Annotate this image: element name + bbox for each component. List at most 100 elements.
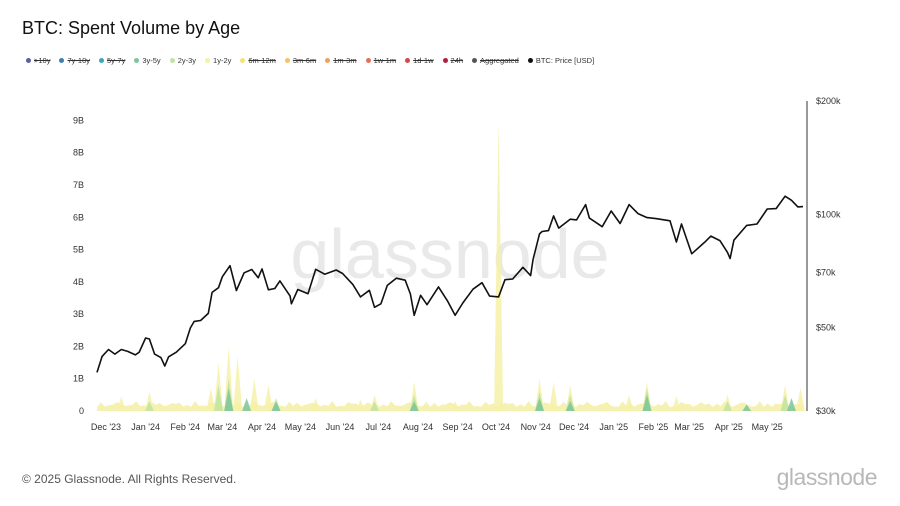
- legend-dot-icon: [134, 58, 140, 63]
- x-tick-label: Jan '24: [131, 422, 160, 432]
- legend-item[interactable]: 7y-10y: [59, 56, 90, 65]
- right-tick-label: $50k: [816, 323, 836, 333]
- volume-spike: [206, 388, 216, 411]
- legend-item[interactable]: 2y-3y: [169, 56, 197, 65]
- volume-spike: [263, 385, 273, 411]
- legend-dot-icon: [284, 58, 290, 63]
- volume-spike: [786, 398, 796, 411]
- volume-spike: [271, 401, 281, 411]
- volume-spike: [723, 401, 733, 411]
- x-tick-label: May '24: [285, 422, 316, 432]
- legend-label: 7y-10y: [67, 56, 90, 65]
- left-tick-label: 9B: [73, 115, 84, 125]
- volume-spike: [671, 396, 681, 411]
- legend-item[interactable]: >10y: [26, 56, 50, 65]
- right-tick-label: $30k: [816, 406, 836, 416]
- volume-spike: [535, 398, 545, 411]
- volume-spike: [242, 398, 252, 411]
- x-tick-label: Nov '24: [521, 422, 551, 432]
- legend-dot-icon: [442, 58, 448, 63]
- legend-label: BTC: Price [USD]: [535, 56, 595, 65]
- left-tick-label: 0: [79, 406, 84, 416]
- legend-label: 6m-12m: [248, 56, 276, 65]
- legend: >10y 7y-10y 5y-7y 3y-5y 2y-3y 1y-2y 6m-12m 3m-6…: [26, 56, 603, 65]
- volume-spike: [642, 394, 652, 411]
- chart-title: BTC: Spent Volume by Age: [22, 18, 241, 38]
- x-tick-label: Mar '25: [674, 422, 704, 432]
- legend-item[interactable]: 3m-6m: [284, 56, 317, 65]
- x-tick-label: Dec '24: [559, 422, 589, 432]
- legend-item[interactable]: 5y-7y: [99, 56, 125, 65]
- volume-spike: [409, 401, 419, 411]
- x-tick-label: Dec '23: [91, 422, 121, 432]
- left-tick-label: 3B: [73, 309, 84, 319]
- legend-label: Aggregated: [480, 56, 519, 65]
- legend-dot-icon: [240, 58, 246, 63]
- x-tick-label: Jul '24: [366, 422, 392, 432]
- glassnode-logo: glassnode: [776, 464, 878, 490]
- volume-spike: [311, 398, 321, 411]
- legend-dot-icon: [169, 58, 175, 63]
- volume-spike: [233, 356, 243, 411]
- volume-baseline-area: [97, 401, 803, 411]
- chart: glassnode 0 1B 2B 3B 4B 5B 6B 7B 8B 9B $30k $50k $70k…: [73, 96, 841, 432]
- legend-label: 1w-1m: [373, 56, 397, 65]
- series-3y-5y-area: [224, 388, 796, 411]
- volume-spike: [780, 394, 790, 411]
- legend-item[interactable]: Aggregated: [472, 56, 519, 65]
- x-tick-label: Apr '25: [715, 422, 743, 432]
- x-tick-label: Feb '25: [638, 422, 668, 432]
- legend-dot-icon: [205, 58, 211, 63]
- volume-spike: [116, 396, 126, 411]
- legend-dot-icon: [365, 58, 371, 63]
- x-tick-label: Oct '24: [482, 422, 510, 432]
- volume-spike: [450, 401, 460, 411]
- legend-item[interactable]: 6m-12m: [240, 56, 276, 65]
- legend-item[interactable]: 1y-2y: [205, 56, 231, 65]
- legend-dot-icon: [405, 58, 411, 63]
- volume-spike: [549, 381, 559, 411]
- legend-item[interactable]: 1m-3m: [325, 56, 357, 65]
- legend-label: 3y-5y: [142, 56, 161, 65]
- copyright-text: © 2025 Glassnode. All Rights Reserved.: [22, 472, 237, 486]
- right-tick-label: $100k: [816, 209, 841, 219]
- x-tick-label: Mar '24: [207, 422, 237, 432]
- legend-dot-icon: [59, 58, 65, 63]
- legend-label: 1y-2y: [213, 56, 232, 65]
- x-tick-label: May '25: [752, 422, 783, 432]
- x-tick-label: Feb '24: [170, 422, 200, 432]
- left-tick-label: 2B: [73, 341, 84, 351]
- x-tick-label: Jun '24: [326, 422, 355, 432]
- legend-item[interactable]: 1d-1w: [405, 56, 434, 65]
- volume-spike: [214, 385, 224, 411]
- volume-spike: [355, 399, 365, 411]
- left-tick-label: 8B: [73, 148, 84, 158]
- legend-item[interactable]: 24h: [442, 56, 464, 65]
- left-tick-label: 1B: [73, 374, 84, 384]
- legend-dot-icon: [527, 58, 533, 63]
- volume-spike: [144, 401, 154, 411]
- left-tick-label: 6B: [73, 212, 84, 222]
- legend-label: 1m-3m: [333, 56, 357, 65]
- legend-label: 24h: [450, 56, 464, 65]
- volume-spike: [370, 401, 380, 411]
- legend-dot-icon: [325, 58, 331, 63]
- volume-spike: [494, 120, 504, 411]
- legend-label: 2y-3y: [177, 56, 197, 65]
- legend-dot-icon: [26, 58, 31, 63]
- volume-spike: [224, 388, 234, 411]
- legend-item[interactable]: 3y-5y: [134, 56, 161, 65]
- legend-label: 3m-6m: [292, 56, 317, 65]
- price-line: [96, 195, 804, 373]
- legend-item[interactable]: BTC: Price [USD]: [527, 56, 595, 65]
- volume-spike: [742, 404, 752, 411]
- left-tick-label: 5B: [73, 245, 84, 255]
- legend-dot-icon: [472, 58, 478, 63]
- x-tick-label: Apr '24: [248, 422, 276, 432]
- legend-item[interactable]: 1w-1m: [365, 56, 397, 65]
- volume-spike: [795, 388, 805, 411]
- volume-spike: [224, 346, 234, 411]
- watermark-text: glassnode: [290, 215, 609, 293]
- legend-label: 5y-7y: [107, 56, 126, 65]
- volume-spike: [624, 394, 634, 411]
